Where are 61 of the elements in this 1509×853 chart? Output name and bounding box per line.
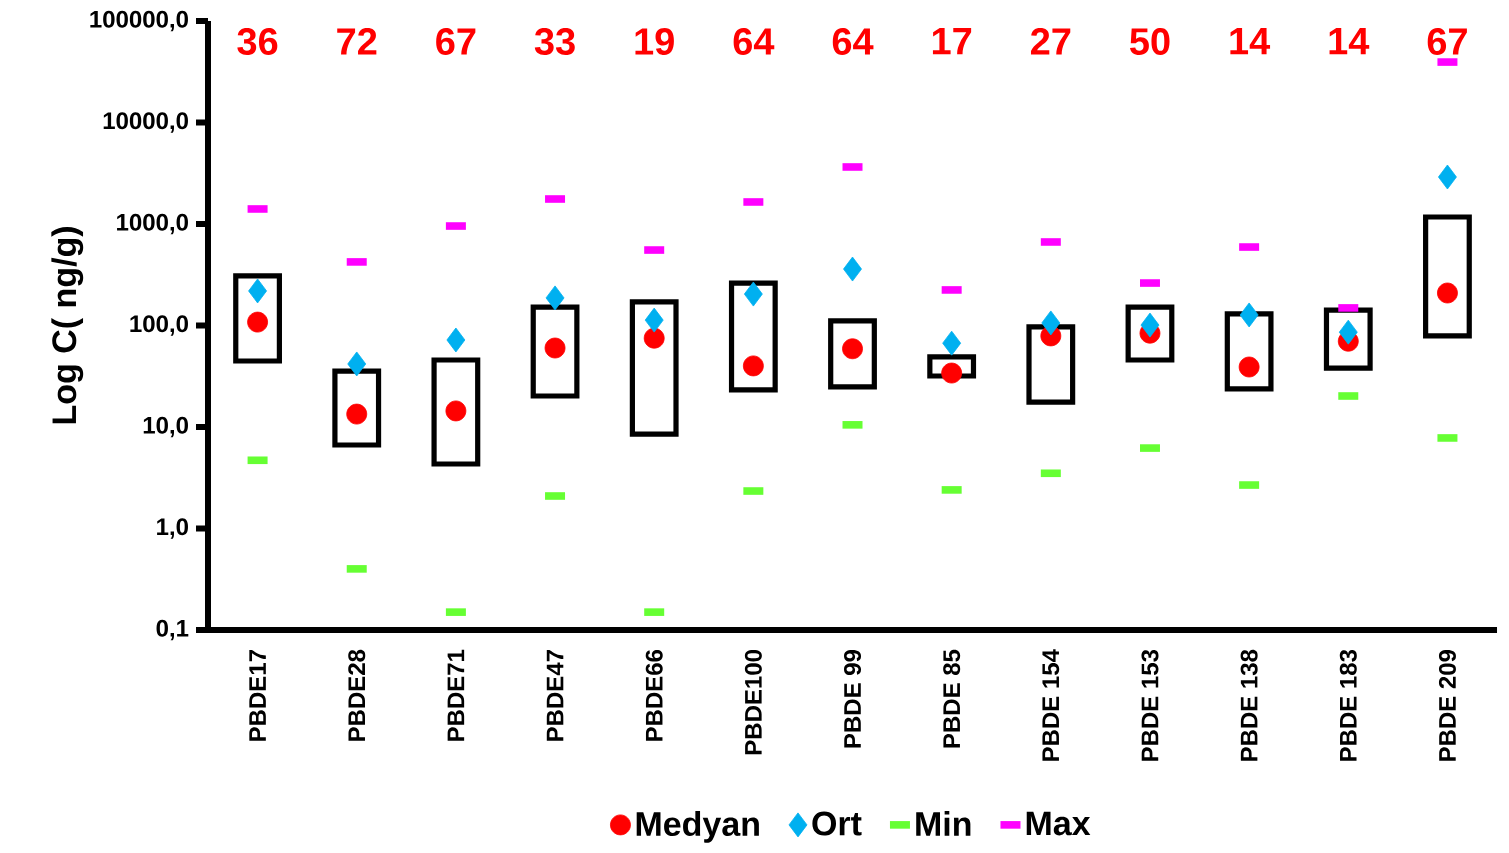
annotation: 33 <box>534 28 575 56</box>
x-tick-label: PBDE71 <box>447 649 465 741</box>
y-tick-label: 100000,0 <box>90 10 188 32</box>
y-tick-label: 100,0 <box>130 315 188 336</box>
point <box>941 362 963 384</box>
point <box>247 311 268 333</box>
annotation: 36 <box>237 28 278 56</box>
point <box>347 351 367 377</box>
point <box>742 355 764 377</box>
point <box>1041 310 1061 336</box>
x-tick-label: PBDE 153 <box>1141 649 1159 761</box>
x-tick-label: PBDE100 <box>744 650 762 755</box>
point <box>1239 302 1259 328</box>
x-tick-label: PBDE 209 <box>1438 649 1456 761</box>
annotation: 67 <box>1427 28 1467 55</box>
y-tick-label: 1000,0 <box>117 213 188 235</box>
point <box>346 403 368 425</box>
annotation: 64 <box>733 28 775 55</box>
point <box>1438 164 1457 190</box>
annotation: 64 <box>832 28 874 55</box>
annotation: 72 <box>337 28 377 55</box>
point <box>544 337 566 359</box>
annotation: 17 <box>932 28 972 55</box>
point <box>1338 319 1358 345</box>
point <box>643 327 665 349</box>
annotation: 14 <box>1230 28 1271 55</box>
x-tick-label: PBDE 85 <box>943 649 961 748</box>
annotation: 50 <box>1129 28 1170 55</box>
point <box>445 400 467 422</box>
point <box>843 256 862 282</box>
point <box>644 307 664 333</box>
annotation: 67 <box>436 28 476 55</box>
legend-label: Ort <box>812 811 862 836</box>
point <box>743 281 763 307</box>
y-axis-title: Log C( ng/g) <box>51 227 84 424</box>
annotation: 19 <box>635 28 674 55</box>
x-tick-label: PBDE 99 <box>844 649 862 748</box>
point <box>842 338 863 360</box>
x-tick-label: PBDE 154 <box>1042 649 1060 761</box>
x-tick-label: PBDE17 <box>249 650 266 741</box>
x-tick-label: PBDE66 <box>645 649 663 741</box>
point <box>446 327 466 353</box>
legend-label: Min <box>916 811 971 836</box>
point <box>942 330 962 356</box>
point <box>1238 356 1260 378</box>
point <box>545 285 565 311</box>
point <box>1437 282 1458 304</box>
annotation: 14 <box>1329 28 1370 55</box>
x-tick-label: PBDE28 <box>348 649 366 741</box>
x-tick-label: PBDE 183 <box>1339 649 1357 761</box>
legend-label: Max <box>1026 811 1091 836</box>
legend-label: Medyan <box>636 811 759 843</box>
y-tick-label: 0,1 <box>156 619 189 641</box>
y-tick-label: 10,0 <box>143 416 188 438</box>
point <box>1140 312 1160 338</box>
x-tick-label: PBDE 138 <box>1240 649 1258 761</box>
y-tick-label: 10000,0 <box>103 112 188 133</box>
annotation: 27 <box>1030 28 1071 55</box>
y-tick-label: 1,0 <box>157 518 188 539</box>
point <box>248 278 267 304</box>
x-tick-label: PBDE47 <box>546 650 564 741</box>
